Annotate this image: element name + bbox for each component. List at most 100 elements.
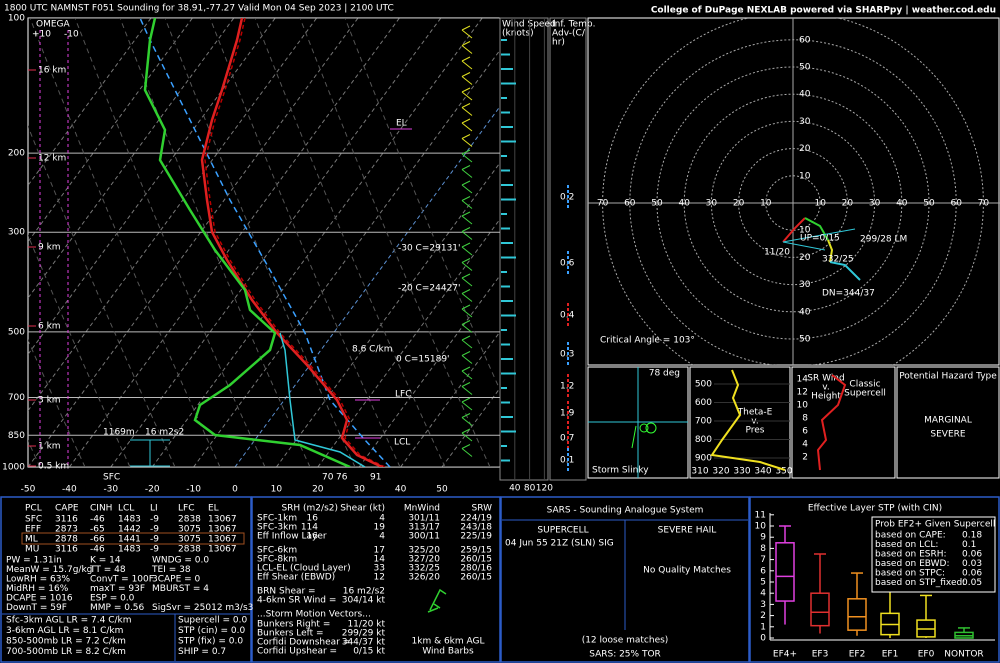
- index-cell: LowRH = 63%: [6, 575, 70, 585]
- dry-adiabat: [28, 338, 86, 467]
- y-tick-label: 300: [8, 228, 25, 238]
- parcel-cell: -46: [90, 515, 105, 525]
- wind-barb: [461, 134, 473, 147]
- isotherm-extra: [28, 18, 193, 243]
- x-tick-label: 0: [232, 485, 238, 495]
- parcel-header: LI: [150, 504, 158, 514]
- isotherm: [234, 105, 500, 467]
- stp-ytick: 4: [760, 589, 766, 599]
- isotherm: [441, 387, 500, 467]
- index-cell: MBURST = 4: [152, 584, 209, 594]
- stp-ytick: 8: [760, 544, 766, 554]
- stp-xlabel: EF3: [812, 650, 829, 660]
- hodo-ring-label: 10: [799, 226, 811, 236]
- skewt-annotation: EL: [396, 119, 407, 129]
- parcel-cell: 1441: [118, 535, 141, 545]
- parcel-cell: 13067: [208, 535, 237, 545]
- wind-barb: [461, 289, 473, 302]
- index-cell: 3CAPE = 0: [152, 575, 201, 585]
- stp-ytick: 5: [760, 578, 766, 588]
- srwind-title: Height: [811, 392, 841, 402]
- dry-adiabat: [28, 234, 131, 467]
- kin-cell: 4: [379, 514, 385, 524]
- stp-xlabel: EF0: [918, 650, 935, 660]
- thetae-ytick: 500: [695, 380, 712, 390]
- hodo-ring-label: 10: [799, 171, 811, 181]
- parcel-cell: 13067: [208, 545, 237, 555]
- slinky-title: Storm Slinky: [592, 466, 649, 476]
- skewt-annotation: LCL: [394, 438, 410, 448]
- motion-label: Bunkers Right =: [257, 620, 330, 630]
- kin-value: 304/14 kt: [342, 596, 386, 606]
- dry-adiabat: [74, 18, 266, 467]
- lapse-rate: 700-500mb LR = 8.2 C/km: [6, 647, 126, 657]
- omega-tick: -10: [64, 30, 79, 40]
- hodo-ring-label: 70: [597, 199, 609, 209]
- kin-label: SFC-8km: [257, 555, 297, 565]
- parcel-cell: -9: [150, 515, 159, 525]
- omega-tick: +10: [32, 30, 51, 40]
- adv-title: Adv-(C/: [552, 29, 586, 39]
- height-label: 16 km: [38, 66, 66, 76]
- index-cell: WNDG = 0.0: [152, 556, 209, 566]
- hodo-label: 11/20: [764, 248, 790, 258]
- hazard-title: Potential Hazard Type: [899, 372, 997, 382]
- parcel-cell: 2873: [55, 525, 78, 535]
- index-cell: maxT = 93F: [90, 584, 145, 594]
- wind-barb: [461, 366, 473, 380]
- hodo-ring-label: 20: [842, 199, 854, 209]
- parcel-cell: EFF: [25, 525, 41, 535]
- parcel-cell: 3075: [178, 525, 201, 535]
- index-cell: PW = 1.31in: [6, 556, 62, 566]
- wind-barb: [461, 227, 473, 240]
- parcel-header: CAPE: [55, 504, 79, 514]
- composite: SHIP = 0.7: [178, 647, 226, 657]
- parcel-cell: -46: [90, 545, 105, 555]
- wind-barb: [461, 180, 473, 194]
- sars-loose: (12 loose matches): [582, 636, 669, 646]
- index-cell: DCAPE = 1016: [6, 594, 73, 604]
- kin-header: SRW: [471, 504, 492, 514]
- parcel-cell: SFC: [25, 515, 42, 525]
- hodo-ring-label: 30: [799, 117, 811, 127]
- hodo-trace: [782, 217, 806, 243]
- kin-label: SFC-3km: [257, 523, 297, 533]
- parcel-cell: 13067: [208, 525, 237, 535]
- parcel-cell: 1483: [118, 515, 141, 525]
- thetae-xtick: 340: [754, 467, 771, 477]
- stp-xlabel: NONTOR: [944, 650, 983, 660]
- adv-title: Inf. Temp.: [552, 20, 595, 30]
- wind-barb: [461, 87, 473, 101]
- wind-tick: 120: [536, 484, 553, 494]
- x-tick-label: -40: [62, 485, 77, 495]
- prob-label: based on STP_fixed:: [875, 578, 965, 588]
- kin-cell: 114: [301, 523, 318, 533]
- motion-label: Bunkers Left =: [257, 629, 324, 639]
- skewt-annotation: LFC: [395, 390, 411, 400]
- thetae-xtick: 310: [691, 467, 708, 477]
- x-tick-label: 20: [312, 485, 324, 495]
- stp-box: [775, 542, 795, 602]
- wind-barb: [461, 72, 473, 85]
- kin-cell: 4: [379, 532, 385, 542]
- adv-frame: [549, 17, 587, 481]
- hodograph-plot: [588, 18, 1000, 365]
- skewt-annotation: SFC: [103, 473, 120, 483]
- prob-label: based on CAPE:: [875, 531, 946, 541]
- hodo-ring-label: 50: [651, 199, 663, 209]
- slinky-trace: [631, 422, 657, 449]
- kin-cell: 17: [374, 546, 385, 556]
- dewpoint: [143, 18, 351, 467]
- wind-barb: [461, 211, 473, 225]
- lapse-rate: Sfc-3km AGL LR = 7.4 C/km: [6, 616, 132, 626]
- x-tick-label: -10: [186, 485, 201, 495]
- hodo-ring: [629, 39, 957, 365]
- kin-cell: 325/20: [408, 546, 440, 556]
- stp-xlabel: EF1: [882, 650, 899, 660]
- isotherm: [110, 18, 442, 467]
- motion-value: 11/20 kt: [347, 620, 385, 630]
- hodo-trace: [827, 239, 834, 263]
- srwind-frame: [791, 366, 896, 479]
- hodo-vector: [782, 228, 856, 251]
- wind-barb: [461, 335, 473, 349]
